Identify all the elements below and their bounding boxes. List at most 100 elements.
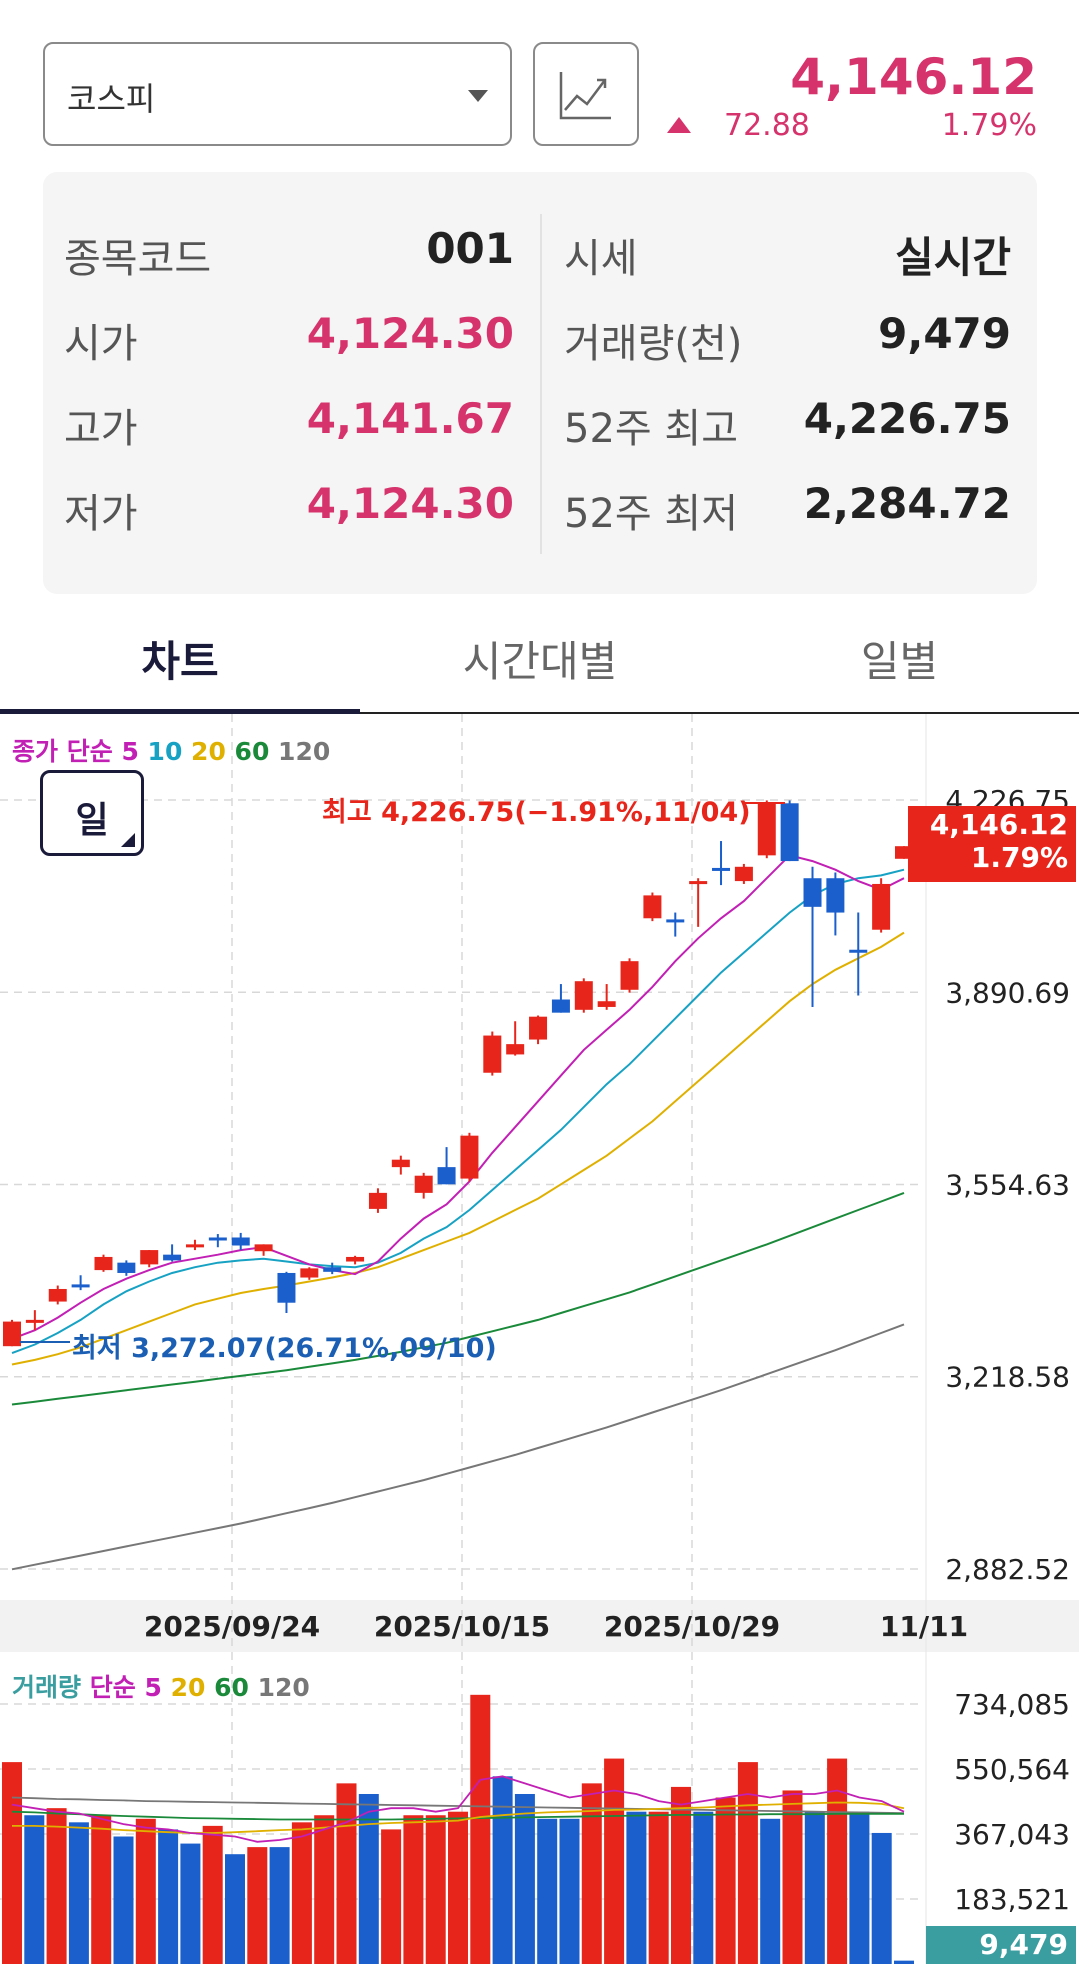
stock-chart[interactable]: 4,226.753,890.693,554.633,218.582,882.52…: [0, 714, 1079, 1964]
candle-body: [849, 949, 868, 953]
candle-body: [3, 1321, 21, 1347]
volume-bar: [648, 1811, 669, 1964]
candle-body: [666, 919, 685, 923]
candle-body: [803, 878, 822, 907]
info-label: 저가: [64, 491, 138, 537]
volume-bar: [626, 1811, 647, 1964]
volume-bar: [782, 1790, 803, 1964]
legend-item: 60: [205, 1673, 249, 1702]
last-price-tag-price: 4,146.12: [929, 808, 1068, 841]
candle-body: [826, 878, 845, 913]
candle-body: [391, 1159, 410, 1168]
info-label: 종목코드: [64, 236, 212, 282]
volume-bar: [135, 1818, 156, 1964]
candle-body: [734, 866, 753, 882]
up-triangle-icon: [667, 117, 691, 133]
volume-bar: [671, 1786, 691, 1964]
tab-chart[interactable]: 차트: [0, 628, 360, 689]
price-ma60-line: [11, 1191, 905, 1406]
candle-body: [483, 1035, 502, 1073]
volume-bar: [514, 1793, 535, 1964]
candle-body: [94, 1256, 113, 1271]
candle-body: [780, 803, 799, 862]
index-select-value: 코스피: [67, 80, 156, 118]
tab-daily[interactable]: 일별: [720, 628, 1079, 689]
candle-body: [551, 999, 570, 1013]
info-label: 거래량(천): [564, 321, 743, 367]
x-tick-label: 2025/10/29: [604, 1610, 780, 1643]
volume-ma20-line: [12, 1801, 905, 1834]
vol-y-tick-label: 183,521: [954, 1883, 1070, 1916]
volume-bar: [693, 1811, 714, 1964]
tab-daily-label: 일별: [860, 637, 939, 686]
legend-item: 5: [144, 1673, 162, 1702]
volume-bar: [202, 1825, 223, 1964]
candle-body: [323, 1267, 342, 1272]
vol-y-tick-label: 734,085: [954, 1688, 1070, 1721]
vol-y-tick-label: 550,564: [954, 1753, 1070, 1786]
price-change-pct: 1.79%: [941, 108, 1037, 143]
volume-bar: [537, 1818, 558, 1964]
volume-legend-prefix2: 단순: [89, 1673, 136, 1702]
period-button[interactable]: 일: [40, 770, 144, 856]
volume-bar: [247, 1847, 268, 1964]
index-select[interactable]: 코스피: [43, 42, 512, 146]
candle-body: [368, 1192, 387, 1209]
volume-bar: [24, 1815, 45, 1964]
candle-body: [506, 1044, 525, 1055]
chart-type-button[interactable]: [533, 42, 639, 146]
legend-prefix: 종가 단순: [12, 737, 113, 766]
chevron-down-icon: [468, 90, 488, 102]
candle-body: [185, 1244, 204, 1248]
volume-bar: [381, 1829, 402, 1964]
volume-legend-prefix: 거래량: [12, 1673, 82, 1702]
volume-bar: [291, 1822, 312, 1964]
candle-body: [529, 1016, 548, 1040]
y-tick-label: 3,890.69: [945, 976, 1070, 1009]
volume-ma-legend: 거래량 단순 5 20 60 120: [12, 1668, 310, 1704]
info-label: 52주 최저: [564, 491, 739, 537]
info-value: 실시간: [895, 233, 1011, 282]
candle-body: [643, 895, 662, 919]
volume-bar: [470, 1694, 491, 1964]
candle-body: [346, 1256, 365, 1262]
candle-body: [414, 1175, 433, 1193]
line-chart-icon: [559, 72, 611, 120]
legend-item: 60: [225, 737, 270, 766]
current-price: 4,146.12: [790, 48, 1037, 106]
candle-body: [254, 1244, 273, 1252]
volume-bar: [2, 1762, 22, 1964]
candle-body: [872, 883, 891, 930]
low-annotation: 최저 3,272.07(26.71%,09/10): [72, 1333, 497, 1364]
info-value: 4,124.30: [306, 309, 514, 358]
volume-bar: [403, 1815, 424, 1964]
volume-bar: [559, 1818, 580, 1964]
info-value: 2,284.72: [803, 479, 1011, 528]
price-ma10-line: [11, 868, 905, 1355]
volume-ma120-line: [11, 1796, 905, 1814]
volume-bar: [425, 1815, 446, 1964]
volume-bar: [358, 1793, 379, 1964]
volume-bar: [715, 1797, 736, 1964]
volume-bar: [269, 1847, 290, 1964]
volume-bar: [68, 1822, 89, 1964]
volume-bar: [336, 1783, 357, 1964]
candle-body: [689, 881, 708, 885]
y-tick-label: 3,218.58: [945, 1361, 1070, 1394]
x-axis-band: [0, 1600, 1079, 1652]
volume-bar: [760, 1818, 781, 1964]
info-value: 4,124.30: [306, 479, 514, 528]
tab-underline: [0, 712, 1079, 714]
last-price-tag: 4,146.12 1.79%: [908, 806, 1076, 882]
period-button-label: 일: [75, 800, 109, 841]
candle-body: [597, 1001, 616, 1007]
info-value: 4,226.75: [803, 394, 1011, 443]
x-tick-label: 11/11: [880, 1610, 968, 1643]
y-tick-label: 2,882.52: [945, 1553, 1070, 1586]
info-value: 9,479: [878, 309, 1011, 358]
candle-body: [437, 1167, 456, 1185]
tab-by-time[interactable]: 시간대별: [360, 628, 720, 689]
vol-y-tick-label: 367,043: [954, 1818, 1070, 1851]
candle-body: [117, 1262, 136, 1273]
legend-item: 20: [182, 737, 226, 766]
